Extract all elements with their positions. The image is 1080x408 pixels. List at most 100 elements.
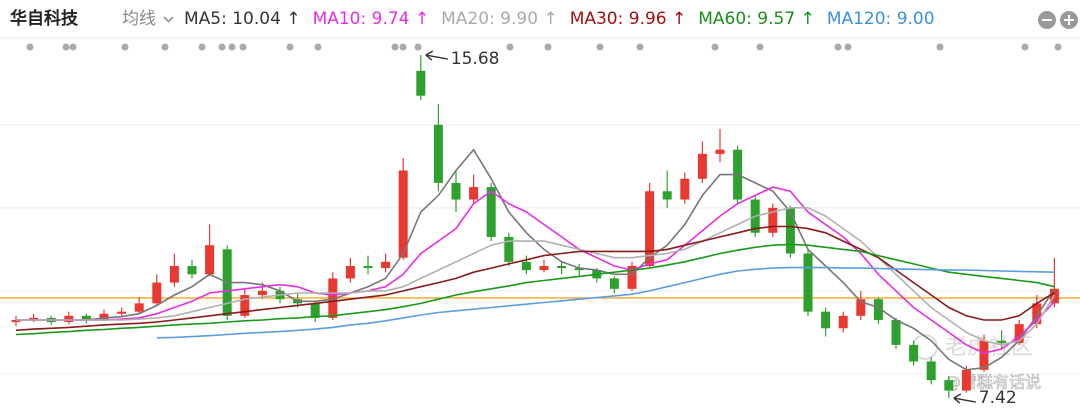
candle-body [891,319,901,345]
candle-body [363,265,373,269]
event-dot [844,43,852,51]
event-dot [636,43,644,51]
candle-body [469,187,479,200]
candle-body [152,282,162,304]
candle-body [557,265,567,269]
candle-body [680,178,690,200]
candle-body [926,361,936,381]
ma-line [15,225,1055,332]
candle-body [821,311,831,329]
event-dot [198,43,206,51]
candle-body [1014,324,1024,343]
candle-body [539,265,549,271]
legend-entry: MA10: 9.74 ↑ [313,9,430,29]
event-markers [26,43,1062,51]
candle-body [504,236,514,262]
candle-body [627,265,637,289]
legend-entry: MA120: 9.00 [827,9,935,29]
candle-body [961,369,971,391]
candle-body [205,245,215,275]
candle-body [11,319,21,323]
event-dot [756,43,764,51]
candle-body [645,191,655,266]
candle-body [574,268,584,271]
candle-body [486,187,496,237]
legend-entry: MA5: 10.04 ↑ [184,9,301,29]
ma-line [156,266,1055,339]
event-dot [936,43,944,51]
candle-body [1032,303,1042,325]
candle-body [257,290,267,296]
candle-body [81,315,91,320]
candle-body [433,124,443,183]
legend-entry: MA20: 9.90 ↑ [441,9,558,29]
annotation-arrowhead [425,50,434,61]
event-dot [314,43,322,51]
event-dot [399,43,407,51]
event-dot [1054,43,1062,51]
candle-body [416,70,426,96]
ma-line [16,186,1055,355]
annotation-arrow [953,397,976,403]
candle-body [715,149,725,154]
stock-name: 华自科技 [10,8,79,29]
candle-body [838,315,848,329]
candle-body [856,299,866,316]
event-dot [544,43,552,51]
ma-line [15,243,1055,336]
event-dot [1021,43,1029,51]
event-dot [391,43,399,51]
candle-body [328,278,338,318]
event-dot [69,43,77,51]
candle-body [345,265,355,279]
event-dot [286,43,294,51]
candle-body [697,153,707,179]
candle-body [169,265,179,283]
candle-body [909,344,919,362]
annotation-label: 7.42 [979,388,1017,408]
candle-body [785,207,795,254]
indicator-selector[interactable]: 均线 [122,9,156,29]
candle-body [944,380,954,391]
legend-entry: MA30: 9.96 ↑ [570,9,687,29]
candle-body [873,299,883,320]
candle-body [451,182,461,200]
zoom-in-button[interactable] [1060,11,1078,29]
event-dot [596,43,604,51]
event-dot [62,43,70,51]
event-dot [834,43,842,51]
annotation-label: 15.68 [451,49,500,69]
dropdown-chevron[interactable] [163,16,174,23]
annotation-arrowhead [953,393,962,404]
zoom-out-button[interactable] [1038,11,1056,29]
candle-body [609,278,619,289]
candle-body [979,340,989,370]
candle-body [117,311,127,314]
candle-body [521,261,531,271]
legend-entry: MA60: 9.57 ↑ [698,9,815,29]
annotation-arrow [425,54,448,60]
event-dot [414,43,422,51]
event-dot [506,43,514,51]
candle-body [662,191,672,200]
event-dot [711,43,719,51]
candle-body [310,303,320,318]
event-dot [218,43,226,51]
event-dot [26,43,34,51]
candle-body [64,315,74,323]
candle-body [29,317,39,320]
event-dot [239,43,247,51]
candle-body [134,303,144,312]
candle-body [398,170,408,258]
candle-body [99,313,109,320]
candle-body [240,295,250,316]
event-dot [228,43,236,51]
event-dot [161,43,169,51]
candle-body [768,207,778,233]
event-dot [121,43,129,51]
candle-body [803,253,813,312]
candle-body [187,265,197,275]
